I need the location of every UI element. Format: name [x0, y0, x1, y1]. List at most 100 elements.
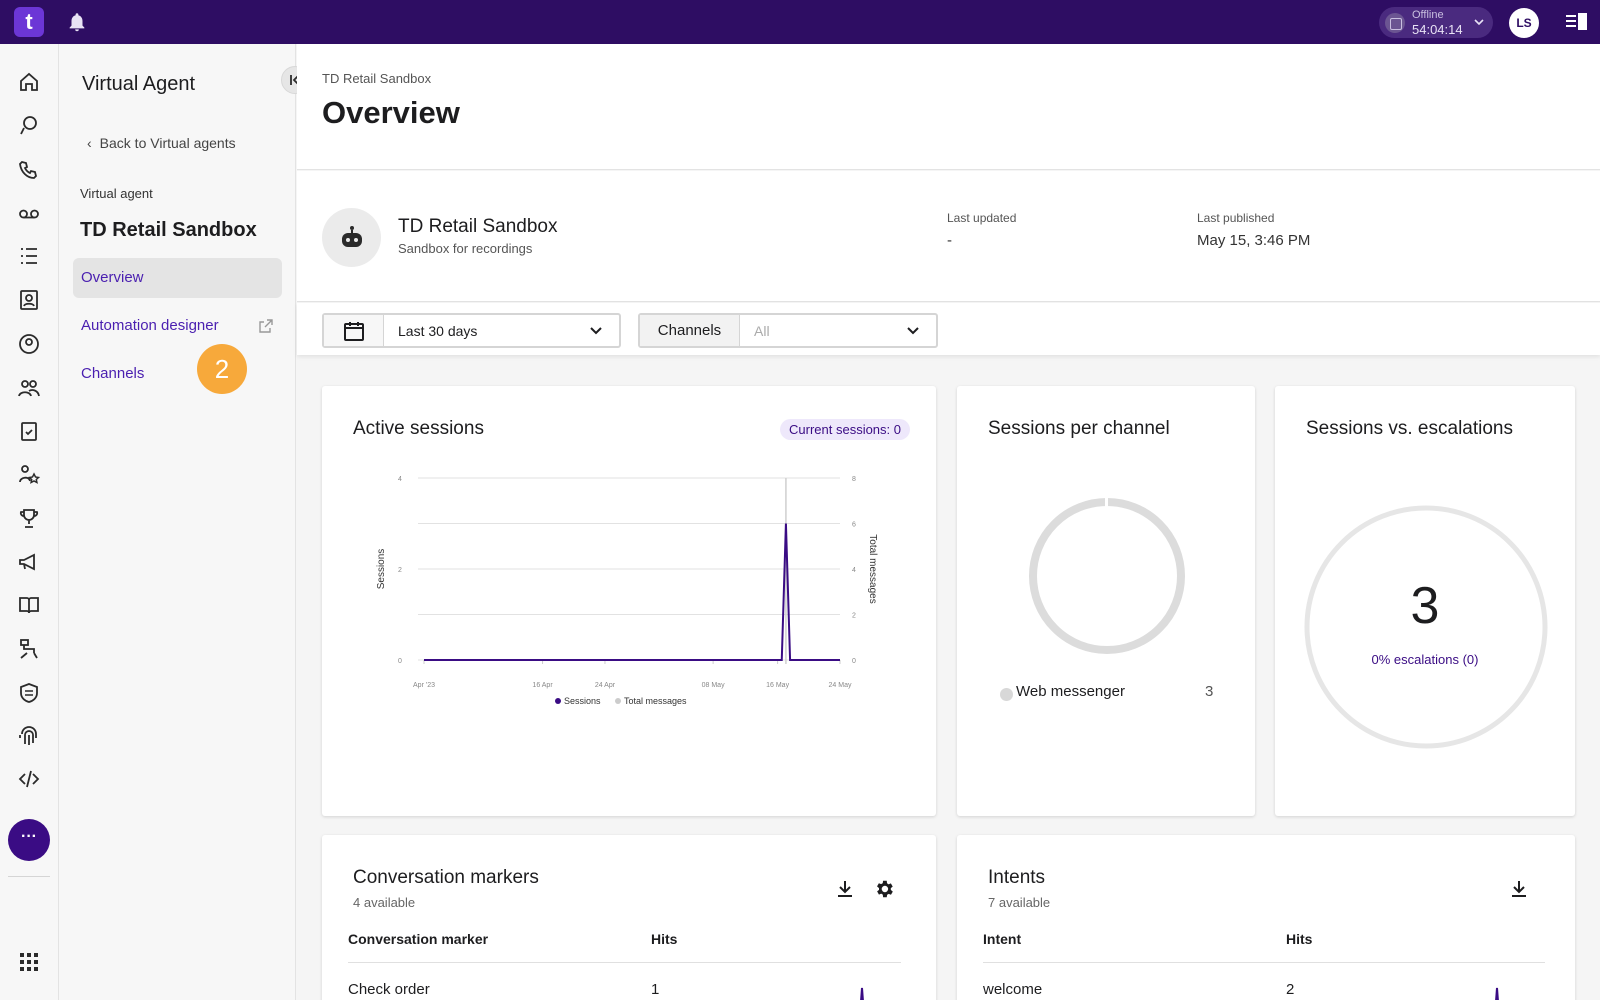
table-divider — [983, 962, 1545, 963]
sessions-per-channel-card: Sessions per channel Web messenger 3 — [957, 386, 1255, 816]
download-icon[interactable] — [834, 878, 856, 900]
top-bar: t Offline 54:04:14 LS — [0, 0, 1600, 44]
people-star-icon[interactable] — [17, 462, 41, 486]
trophy-icon[interactable] — [17, 506, 41, 530]
channels-filter-value: All — [754, 323, 770, 339]
sidebar-item-label: Channels — [81, 365, 145, 382]
voicemail-icon[interactable] — [17, 202, 41, 226]
card-title: Conversation markers — [353, 867, 539, 888]
channels-filter[interactable]: Channels All — [638, 313, 938, 348]
app-logo[interactable]: t — [14, 7, 44, 37]
sidebar-item-label: Automation designer — [81, 317, 219, 334]
x-tick-label: Apr '23 — [413, 682, 435, 689]
download-icon[interactable] — [1508, 878, 1530, 900]
bot-avatar — [322, 208, 381, 267]
back-to-virtual-agents-link[interactable]: ‹ Back to Virtual agents — [87, 135, 236, 151]
card-title: Intents — [988, 867, 1046, 888]
donut-slice-web-messenger — [1029, 498, 1185, 654]
code-icon[interactable] — [17, 767, 41, 791]
channel-value: 3 — [1205, 683, 1214, 700]
status-timer: 54:04:14 — [1412, 22, 1463, 37]
table-cell-hits: 1 — [651, 981, 660, 998]
sidebar-title: Virtual Agent — [82, 73, 196, 95]
page-header: TD Retail Sandbox Overview — [297, 44, 1600, 170]
fingerprint-icon[interactable] — [17, 724, 41, 748]
last-published-label: Last published — [1197, 211, 1275, 225]
x-tick-label: 08 May — [702, 682, 725, 689]
virtual-agent-sidebar: Virtual Agent ‹ Back to Virtual agents Vi… — [59, 44, 309, 1000]
contacts-icon[interactable] — [17, 288, 41, 312]
active-sessions-chart: 0 2 4 6 8 0 2 4 Apr '23 16 Apr 24 Apr 08 May 16 May 2… — [376, 476, 878, 706]
home-icon[interactable] — [17, 70, 41, 94]
escalation-ring-chart — [1304, 505, 1548, 749]
y2-tick-label: 2 — [852, 613, 856, 620]
channels-filter-label: Channels — [640, 315, 740, 346]
date-range-select[interactable]: Last 30 days — [322, 313, 621, 348]
last-updated-value: - — [947, 232, 952, 249]
side-panel-icon[interactable] — [1566, 12, 1588, 32]
channel-name: Web messenger — [1016, 683, 1125, 700]
app-grid-icon[interactable] — [17, 950, 41, 974]
card-title: Sessions vs. escalations — [1306, 418, 1513, 439]
series-line-sessions — [424, 523, 840, 661]
agent-name: TD Retail Sandbox — [80, 219, 257, 241]
breadcrumb[interactable]: TD Retail Sandbox — [322, 71, 432, 86]
status-icon — [1385, 13, 1405, 33]
gear-icon[interactable] — [873, 878, 895, 900]
rail-divider — [8, 876, 50, 877]
flow-icon[interactable] — [17, 637, 41, 661]
chevron-down-icon — [590, 327, 602, 335]
bell-icon[interactable] — [66, 11, 88, 33]
last-updated-label: Last updated — [947, 211, 1017, 225]
team-icon[interactable] — [17, 376, 41, 400]
agent-title: TD Retail Sandbox — [398, 216, 558, 237]
y2-tick-label: 8 — [852, 476, 856, 483]
agent-icon[interactable] — [17, 332, 41, 356]
sidebar-item-automation-designer[interactable]: Automation designer — [73, 306, 282, 346]
book-icon[interactable] — [17, 593, 41, 617]
x-tick-label: 16 Apr — [532, 682, 553, 689]
user-avatar[interactable]: LS — [1509, 8, 1539, 38]
chevron-left-icon: ‹ — [87, 135, 92, 151]
shield-icon[interactable] — [17, 681, 41, 705]
x-tick-label: 24 May — [829, 682, 852, 689]
hits-sparkline — [1495, 987, 1499, 1000]
more-apps-button[interactable]: ··· — [8, 819, 50, 861]
calendar-button[interactable] — [324, 315, 384, 346]
column-header: Conversation marker — [348, 931, 489, 947]
status-label: Offline — [1412, 9, 1444, 21]
legend-marker-sessions — [555, 698, 561, 704]
intents-card: Intents 7 available Intent Hits welcome … — [957, 835, 1575, 1000]
agent-info-panel: TD Retail Sandbox Sandbox for recordings… — [297, 171, 1600, 302]
section-label: Virtual agent — [80, 186, 153, 201]
conversation-icon[interactable] — [17, 114, 41, 138]
table-divider — [348, 962, 901, 963]
sessions-vs-escalations-card: Sessions vs. escalations 3 0% escalation… — [1275, 386, 1575, 816]
last-published-value: May 15, 3:46 PM — [1197, 232, 1311, 249]
calendar-icon — [344, 322, 364, 341]
agent-status-selector[interactable]: Offline 54:04:14 — [1379, 7, 1493, 38]
column-header: Hits — [651, 931, 678, 947]
legend-label-total-messages: Total messages — [624, 696, 687, 706]
y-tick-label: 2 — [398, 567, 402, 574]
agent-description: Sandbox for recordings — [398, 241, 533, 256]
hits-sparkline — [860, 987, 864, 1000]
date-range-value: Last 30 days — [398, 323, 478, 339]
column-header: Intent — [983, 931, 1022, 947]
sidebar-item-channels[interactable]: Channels — [73, 354, 282, 394]
legend-marker-total-messages — [615, 698, 621, 704]
y-axis-label: Sessions — [376, 549, 387, 590]
phone-icon[interactable] — [17, 158, 41, 182]
megaphone-icon[interactable] — [17, 550, 41, 574]
step-badge: 2 — [197, 344, 247, 394]
clipboard-icon[interactable] — [17, 419, 41, 443]
legend-dot — [1000, 688, 1013, 701]
list-icon[interactable] — [17, 244, 41, 268]
active-sessions-card: Active sessions Current sessions: 0 0 2 4 6… — [322, 386, 936, 816]
sidebar-item-label: Overview — [81, 269, 144, 286]
chevron-down-icon — [907, 327, 919, 335]
sidebar-item-overview[interactable]: Overview — [73, 258, 282, 298]
table-cell-intent: welcome — [983, 981, 1043, 998]
y2-tick-label: 4 — [852, 567, 856, 574]
page-title: Overview — [322, 95, 460, 130]
